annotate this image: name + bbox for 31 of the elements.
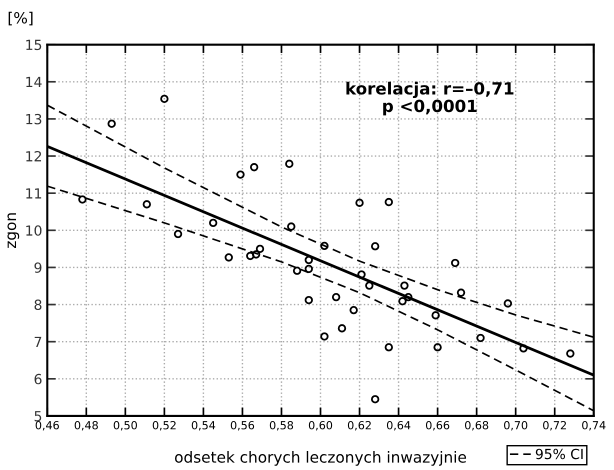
y-tick-label: 8 xyxy=(34,300,42,310)
legend-label: 95% CI xyxy=(536,448,583,460)
y-tick-label: 9 xyxy=(34,262,42,273)
annotation: korelacja: r=–0,71 p <0,0001 xyxy=(346,82,514,116)
x-tick-label: 0,70 xyxy=(504,421,528,431)
x-tick-label: 0,56 xyxy=(230,421,254,431)
x-tick-label: 0,58 xyxy=(270,421,294,431)
x-axis-title: odsetek chorych leczonych inwazyjnie xyxy=(175,451,466,466)
y-tick-label: 14 xyxy=(26,76,42,88)
x-tick-label: 0,52 xyxy=(152,421,176,431)
x-tick-label: 0,60 xyxy=(308,421,332,431)
y-tick-label: 11 xyxy=(26,188,42,198)
y-tick-label: 7 xyxy=(34,336,42,347)
text: [%] xyxy=(8,12,32,26)
x-tick-label: 0,68 xyxy=(465,421,488,431)
x-tick-label: 0,62 xyxy=(348,421,371,431)
y-tick-label: 12 xyxy=(26,151,42,162)
y-tick-label: 10 xyxy=(26,225,42,236)
y-tick-label: 6 xyxy=(34,374,42,384)
x-tick-label: 0,64 xyxy=(386,421,410,431)
x-tick-label: 0,66 xyxy=(426,421,450,431)
x-tick-label: 0,74 xyxy=(582,421,606,431)
x-tick-label: 0,50 xyxy=(114,421,137,431)
x-tick-label: 0,72 xyxy=(543,421,566,431)
x-tick-label: 0,46 xyxy=(36,421,59,431)
x-tick-label: 0,48 xyxy=(74,421,98,431)
y-tick-label: 15 xyxy=(26,40,42,50)
x-tick-label: 0,54 xyxy=(192,421,216,431)
y-tick-label: 5 xyxy=(34,411,42,422)
y-tick-label: 13 xyxy=(26,114,42,124)
y-axis-title: zgon xyxy=(7,213,20,248)
